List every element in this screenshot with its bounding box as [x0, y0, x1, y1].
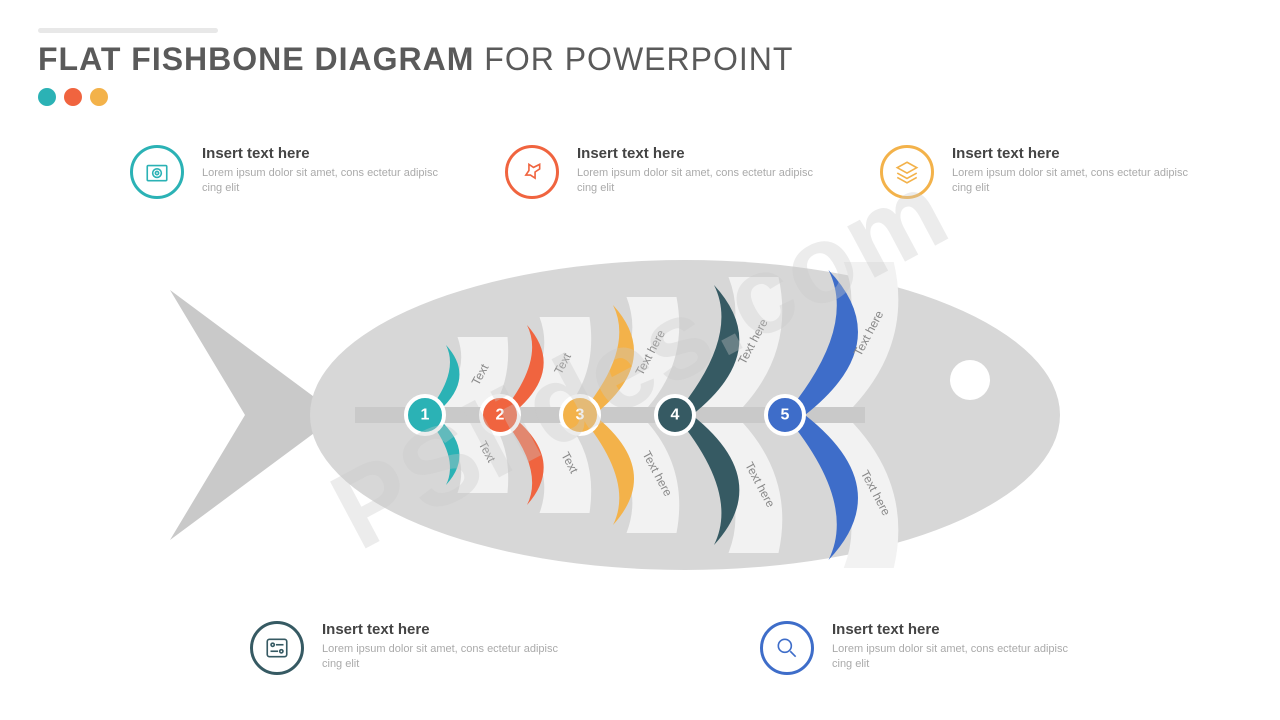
settings-icon [250, 621, 304, 675]
callout-1-text: Insert text here Lorem ipsum dolor sit a… [202, 145, 450, 199]
callout-4-heading: Insert text here [322, 621, 570, 638]
top-callouts: Insert text here Lorem ipsum dolor sit a… [130, 145, 1200, 199]
bottom-callouts: Insert text here Lorem ipsum dolor sit a… [250, 621, 1080, 675]
fish-eye [950, 360, 990, 400]
callout-2: Insert text here Lorem ipsum dolor sit a… [505, 145, 825, 199]
svg-text:2: 2 [496, 407, 505, 424]
title-light: FOR POWERPOINT [474, 41, 793, 77]
callout-5-text: Insert text here Lorem ipsum dolor sit a… [832, 621, 1080, 675]
title-bold: FLAT FISHBONE DIAGRAM [38, 41, 474, 77]
slide-header: FLAT FISHBONE DIAGRAM FOR POWERPOINT [38, 28, 793, 106]
callout-2-heading: Insert text here [577, 145, 825, 162]
callout-5-body: Lorem ipsum dolor sit amet, cons ectetur… [832, 642, 1080, 673]
layers-icon [880, 145, 934, 199]
svg-text:3: 3 [576, 407, 585, 424]
callout-3-text: Insert text here Lorem ipsum dolor sit a… [952, 145, 1200, 199]
callout-2-text: Insert text here Lorem ipsum dolor sit a… [577, 145, 825, 199]
callout-1-heading: Insert text here [202, 145, 450, 162]
callout-5-heading: Insert text here [832, 621, 1080, 638]
pin-icon [505, 145, 559, 199]
callout-1-body: Lorem ipsum dolor sit amet, cons ectetur… [202, 166, 450, 197]
callout-5: Insert text here Lorem ipsum dolor sit a… [760, 621, 1080, 675]
title-accent-line [38, 28, 218, 33]
callout-3-heading: Insert text here [952, 145, 1200, 162]
svg-text:5: 5 [781, 407, 790, 424]
search-icon [760, 621, 814, 675]
callout-3: Insert text here Lorem ipsum dolor sit a… [880, 145, 1200, 199]
slide-title: FLAT FISHBONE DIAGRAM FOR POWERPOINT [38, 41, 793, 78]
callout-4-text: Insert text here Lorem ipsum dolor sit a… [322, 621, 570, 675]
callout-4: Insert text here Lorem ipsum dolor sit a… [250, 621, 570, 675]
dot-1 [38, 88, 56, 106]
dot-2 [64, 88, 82, 106]
accent-dots [38, 88, 793, 106]
fishbone-diagram: TextTextTextTextText hereText hereText h… [130, 230, 1150, 600]
dot-3 [90, 88, 108, 106]
svg-text:1: 1 [421, 407, 430, 424]
callout-3-body: Lorem ipsum dolor sit amet, cons ectetur… [952, 166, 1200, 197]
callout-4-body: Lorem ipsum dolor sit amet, cons ectetur… [322, 642, 570, 673]
callout-1: Insert text here Lorem ipsum dolor sit a… [130, 145, 450, 199]
callout-2-body: Lorem ipsum dolor sit amet, cons ectetur… [577, 166, 825, 197]
camera-icon [130, 145, 184, 199]
fish-tail [170, 290, 325, 540]
svg-text:4: 4 [671, 407, 680, 424]
